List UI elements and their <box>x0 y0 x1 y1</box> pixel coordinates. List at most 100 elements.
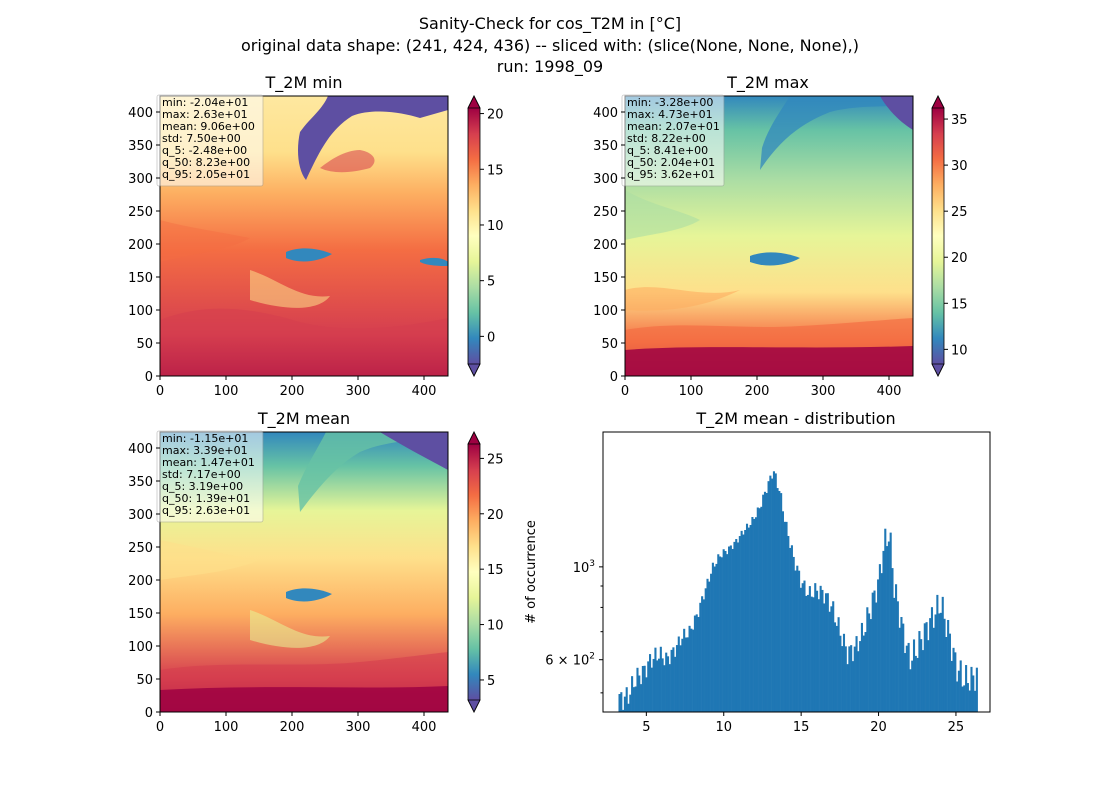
histogram-bar <box>903 653 907 712</box>
x-tick-label: 200 <box>745 384 770 399</box>
x-tick-label: 400 <box>412 384 437 399</box>
stats-box: min: -1.15e+01 max: 3.39e+01 mean: 1.47e… <box>156 430 264 523</box>
histogram-bar <box>692 629 695 712</box>
histogram-bar <box>622 709 625 712</box>
y-tick-label: 100 <box>128 304 153 319</box>
histogram-bar <box>893 597 896 712</box>
histogram-bar <box>941 596 944 712</box>
y-tick-label: 50 <box>601 337 618 352</box>
stat-q50: q_50: 2.04e+01 <box>627 156 715 169</box>
histogram-bar <box>866 607 869 712</box>
stat-max: max: 3.39e+01 <box>162 444 248 457</box>
histogram-bar <box>758 508 761 712</box>
panel-distribution: T_2M mean - distribution 5 10 15 20 25 103 6 … <box>524 409 991 735</box>
colorbar: 0 5 10 15 20 <box>467 95 504 377</box>
histogram-bar <box>697 616 700 712</box>
histogram-bar <box>720 557 723 712</box>
colorbar: 10 15 20 25 30 35 <box>931 95 968 377</box>
histogram-bar <box>661 658 664 712</box>
histogram-bar <box>850 645 853 712</box>
y-tick-label: 300 <box>128 172 153 187</box>
histogram-bar <box>833 622 837 712</box>
histogram-bar <box>832 601 835 712</box>
histogram-bar <box>695 614 698 712</box>
histogram-bar <box>634 686 637 712</box>
colorbar-tick-label: 25 <box>487 452 504 467</box>
histogram-bar <box>798 570 801 712</box>
histogram-bar <box>790 545 793 712</box>
histogram-bar <box>708 581 711 712</box>
histogram-bar <box>873 590 876 712</box>
x-tick-label: 0 <box>621 384 629 399</box>
histogram-bar <box>803 580 806 712</box>
histogram-bar <box>938 613 941 712</box>
histogram-bar <box>846 664 849 712</box>
histogram-bar <box>875 602 878 712</box>
stat-q5: q_5: -2.48e+00 <box>162 144 247 157</box>
colorbar-tick-label: 5 <box>487 674 495 689</box>
histogram-bar <box>954 652 957 712</box>
y-tick-label: 250 <box>128 541 153 556</box>
stat-std: std: 7.17e+00 <box>162 468 241 481</box>
y-tick-label: 50 <box>136 673 153 688</box>
histogram-bar <box>895 584 898 712</box>
histogram-bar <box>805 595 808 712</box>
stat-min: min: -3.28e+00 <box>627 96 713 109</box>
histogram-bar <box>821 589 824 712</box>
histogram-bar <box>729 545 732 712</box>
panel-title: T_2M min <box>264 73 342 93</box>
histogram-bar <box>900 616 903 712</box>
histogram-bar <box>781 511 784 712</box>
y-tick-label: 100 <box>128 640 153 655</box>
histogram-bar <box>681 638 684 712</box>
histogram-bar <box>891 568 894 712</box>
x-tick-label: 300 <box>811 384 836 399</box>
histogram-bar <box>961 686 964 712</box>
colorbar-tick-label: 20 <box>487 108 504 123</box>
colorbar-tick-label: 0 <box>487 330 495 345</box>
histogram-bar <box>632 687 635 712</box>
histogram-bar <box>916 657 919 712</box>
histogram-bar <box>763 491 767 712</box>
histogram-bar <box>656 660 659 712</box>
histogram-bar <box>948 633 951 712</box>
figure-title-line-1: Sanity-Check for cos_T2M in [°C] <box>419 14 681 34</box>
stat-q5: q_5: 8.41e+00 <box>627 144 708 157</box>
histogram-bar <box>830 606 833 712</box>
histogram-bar <box>828 611 831 712</box>
x-tick-label: 20 <box>870 720 887 735</box>
histogram-bar <box>728 546 731 712</box>
histogram-bar <box>920 639 923 712</box>
histogram-bar <box>896 601 899 712</box>
histogram-bar <box>826 593 829 712</box>
colorbar-tick-label: 5 <box>487 275 495 290</box>
histogram-bar <box>929 618 932 712</box>
map-image <box>160 96 448 376</box>
histogram-bar <box>801 583 804 712</box>
y-axis: 103 6 × 102 <box>545 559 603 694</box>
x-tick-label: 400 <box>877 384 902 399</box>
histogram-bar <box>878 564 881 712</box>
histogram-bar <box>932 627 935 712</box>
histogram-bar <box>959 660 962 712</box>
y-tick-label: 0 <box>145 370 153 385</box>
histogram-bar <box>733 541 736 712</box>
colorbar-tick-label: 30 <box>951 159 968 174</box>
y-tick-label: 400 <box>593 106 618 121</box>
histogram-bar <box>807 594 810 712</box>
stat-mean: mean: 9.06e+00 <box>162 120 255 133</box>
panel-t2m-min: T_2M min min: -2.04e+01 max: 2.63e+01 me… <box>128 73 503 399</box>
x-tick-label: 15 <box>793 720 810 735</box>
histogram-bar <box>627 703 630 712</box>
histogram-bar <box>859 641 862 712</box>
histogram-bar <box>812 597 815 712</box>
histogram-bar <box>713 566 716 712</box>
histogram-bar <box>686 637 689 712</box>
histogram-bars <box>618 471 978 712</box>
panel-title: T_2M mean <box>257 409 350 429</box>
histogram-bar <box>862 635 865 712</box>
colorbar-tick-label: 25 <box>951 205 968 220</box>
panel-t2m-mean: T_2M mean min: -1.15e+01 max: 3.39e+01 m… <box>128 409 503 735</box>
histogram-bar <box>898 627 901 712</box>
